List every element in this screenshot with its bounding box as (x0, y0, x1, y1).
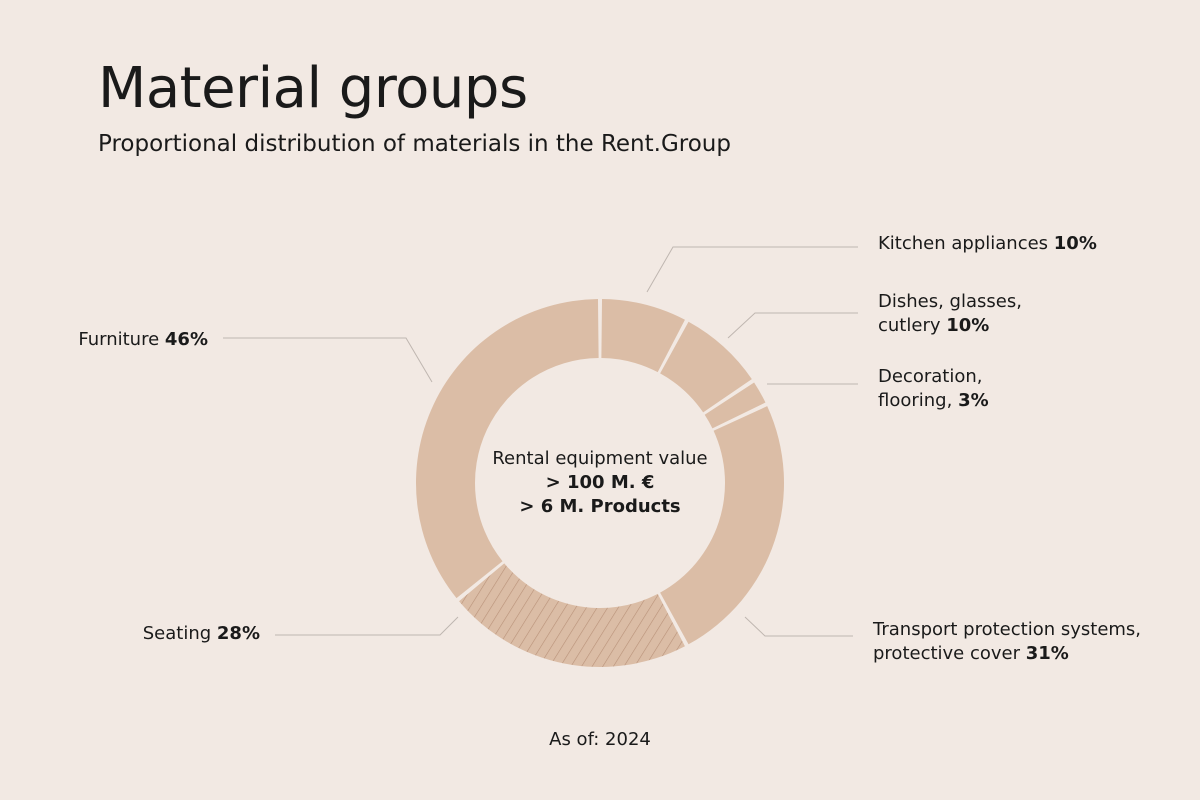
slice-label-1: Dishes, glasses, cutlery 10% (878, 290, 1022, 338)
slice-label-4: Seating 28% (143, 622, 260, 646)
center-line-3: > 6 M. Products (519, 496, 681, 517)
leader-line-1 (727, 312, 858, 339)
slice-label-text: Transport protection systems, (873, 619, 1142, 640)
slice-value: 10% (1053, 233, 1097, 254)
donut-slice-1 (660, 321, 752, 413)
donut-slice-0 (601, 299, 685, 373)
slice-value: 3% (958, 390, 989, 411)
slice-value: 31% (1025, 643, 1069, 664)
leader-line-0 (646, 246, 858, 293)
donut-slices (416, 299, 784, 667)
slice-label-5: Furniture 46% (78, 328, 208, 352)
center-line-1: Rental equipment value (492, 448, 708, 469)
donut-slice-2 (704, 382, 766, 429)
leader-line-3 (744, 616, 853, 637)
slice-label-text: Furniture (78, 329, 160, 350)
donut-slice-5 (416, 299, 599, 599)
slice-label-text: Kitchen appliances (878, 233, 1049, 254)
slice-label-0: Kitchen appliances 10% (878, 232, 1097, 256)
chart-subtitle: Proportional distribution of materials i… (98, 131, 731, 157)
slice-value: 10% (946, 315, 990, 336)
as-of-date: As of: 2024 (549, 729, 651, 750)
slice-value: 28% (216, 623, 260, 644)
slice-label-text: cutlery (878, 315, 941, 336)
slice-label-text: flooring, (878, 390, 953, 411)
slice-value: 46% (164, 329, 208, 350)
leader-line-5 (223, 337, 433, 383)
leader-lines (223, 246, 858, 637)
chart-title: Material groups (98, 56, 528, 121)
slice-label-text: Dishes, glasses, (878, 291, 1022, 312)
slice-label-2: Decoration, flooring, 3% (878, 365, 989, 413)
slice-label-3: Transport protection systems, protective … (873, 618, 1141, 666)
center-line-2: > 100 M. € (545, 472, 655, 493)
slice-label-text: protective cover (873, 643, 1021, 664)
slice-label-text: Decoration, (878, 366, 983, 387)
donut-slice-3 (660, 406, 784, 645)
center-summary: Rental equipment value > 100 M. € > 6 M.… (450, 447, 750, 519)
donut-slice-4 (459, 563, 685, 667)
leader-line-4 (275, 616, 459, 636)
slice-label-text: Seating (142, 623, 212, 644)
